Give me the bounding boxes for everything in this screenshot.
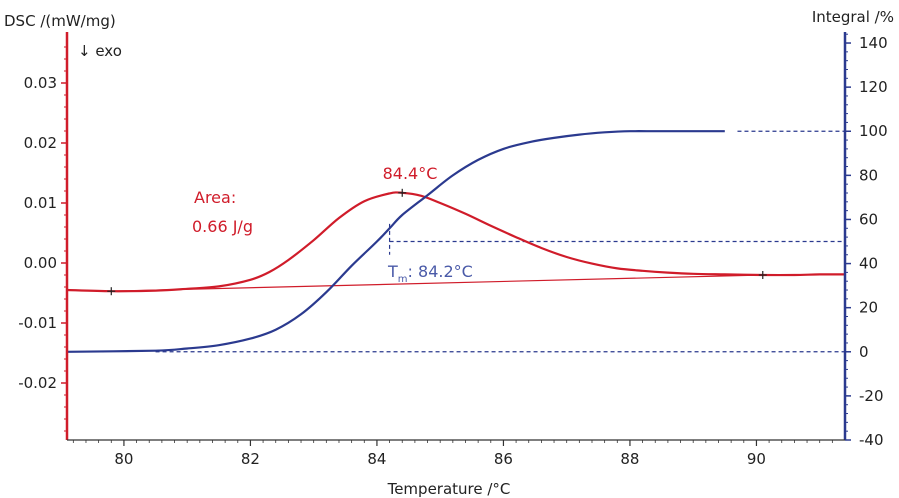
tm-value: : 84.2°C bbox=[408, 262, 473, 281]
baseline-line bbox=[111, 274, 763, 292]
right-axis-tick-label: 60 bbox=[859, 210, 878, 228]
point-marker bbox=[107, 287, 116, 296]
area-value: 0.66 J/g bbox=[192, 217, 253, 236]
right-axis-tick-label: 80 bbox=[859, 166, 878, 184]
right-axis-tick-label: 120 bbox=[859, 78, 888, 96]
axes-layer: 0.03 0.02 0.01 0.00 -0.01 -0.02 140 120 100 80 60 4… bbox=[18, 32, 888, 468]
series-line-integral bbox=[66, 130, 725, 353]
right-axis-tick-label: 140 bbox=[859, 34, 888, 52]
right-axis-tick-label: -20 bbox=[859, 387, 884, 405]
x-axis-tick-label: 80 bbox=[114, 450, 133, 468]
right-axis-tick-label: 40 bbox=[859, 255, 878, 273]
right-axis-tick-label: -40 bbox=[859, 431, 884, 449]
left-axis-tick-label: 0.02 bbox=[24, 134, 57, 152]
right-axis-tick-label: 20 bbox=[859, 299, 878, 317]
series-line-dsc bbox=[66, 191, 846, 293]
left-axis-tick-label: -0.01 bbox=[18, 314, 57, 332]
area-label: Area: bbox=[194, 188, 236, 207]
x-axis-tick-label: 82 bbox=[241, 450, 260, 468]
left-axis-tick-label: 0.01 bbox=[24, 194, 57, 212]
reference-lines bbox=[155, 130, 845, 353]
x-axis-tick-label: 84 bbox=[367, 450, 386, 468]
left-axis-tick-label: 0.03 bbox=[24, 74, 57, 92]
right-axis-tick-label: 100 bbox=[859, 122, 888, 140]
left-axis-tick-label: 0.00 bbox=[24, 254, 57, 272]
right-axis-tick-label: 0 bbox=[859, 343, 869, 361]
x-axis-tick-label: 90 bbox=[747, 450, 766, 468]
tm-subscript: m bbox=[398, 274, 408, 285]
direction-note: ↓ exo bbox=[78, 42, 122, 60]
tm-annotation: Tm: 84.2°C bbox=[387, 262, 473, 285]
peak-annotation: 84.4°C bbox=[383, 164, 438, 183]
point-marker bbox=[758, 271, 767, 279]
tm-symbol: T bbox=[387, 262, 398, 281]
x-axis-tick-label: 86 bbox=[494, 450, 513, 468]
point-marker bbox=[398, 188, 407, 197]
left-axis-tick-label: -0.02 bbox=[18, 374, 57, 392]
right-axis-label: Integral /% bbox=[812, 8, 894, 26]
series-layer bbox=[66, 130, 846, 353]
x-axis-tick-label: 88 bbox=[620, 450, 639, 468]
x-axis-label: Temperature /°C bbox=[387, 480, 511, 498]
left-axis-label: DSC /(mW/mg) bbox=[4, 12, 116, 30]
